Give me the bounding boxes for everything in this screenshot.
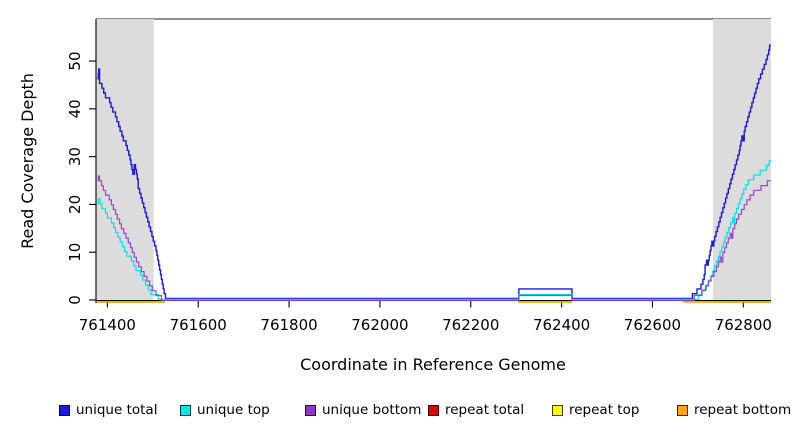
x-tick-label: 762200 (442, 316, 499, 334)
legend-swatch-icon (180, 404, 191, 416)
x-tick-label: 762000 (351, 316, 408, 334)
x-tick-label: 761400 (79, 316, 136, 334)
y-tick-label: 0 (66, 295, 84, 305)
legend-item-repeat-top: repeat top (552, 402, 639, 418)
x-axis-title: Coordinate in Reference Genome (300, 355, 566, 374)
axes-layer: 0 10 20 30 40 50 761400 761600 761800 762000 76220… (66, 19, 772, 334)
y-tick-label: 30 (66, 147, 84, 166)
series-line-unique-top (97, 160, 771, 300)
repeat-region-shading-layer (96, 19, 771, 303)
legend-item-unique-top: unique top (180, 402, 270, 418)
y-tick-label: 20 (66, 195, 84, 214)
series-line-unique-bottom (97, 175, 771, 301)
y-tick-label: 50 (66, 52, 84, 71)
legend-label: unique top (197, 402, 270, 418)
series-lines-layer (97, 44, 771, 303)
legend-swatch-icon (59, 404, 70, 416)
legend-item-repeat-total: repeat total (428, 402, 524, 418)
repeat-region-rect (96, 19, 154, 303)
legend-label: repeat total (445, 402, 525, 418)
legend-swatch-icon (552, 404, 563, 416)
x-tick-label: 761600 (170, 316, 227, 334)
legend-label: repeat top (569, 402, 640, 418)
legend-label: unique bottom (322, 402, 422, 418)
x-tick-label: 762400 (533, 316, 590, 334)
y-tick-label: 40 (66, 99, 84, 118)
legend-swatch-icon (428, 404, 439, 416)
y-axis-title: Read Coverage Depth (18, 73, 37, 249)
legend-item-repeat-bottom: repeat bottom (677, 402, 791, 418)
legend-swatch-icon (677, 404, 688, 416)
legend-swatch-icon (305, 404, 316, 416)
series-line-unique-total (97, 44, 771, 300)
x-tick-label: 762600 (624, 316, 681, 334)
legend-label: repeat bottom (694, 402, 792, 418)
legend-label: unique total (76, 402, 158, 418)
legend-item-unique-bottom: unique bottom (305, 402, 421, 418)
legend-item-unique-total: unique total (59, 402, 157, 418)
x-tick-label: 762800 (715, 316, 772, 334)
y-tick-label: 10 (66, 243, 84, 262)
x-tick-label: 761800 (260, 316, 317, 334)
